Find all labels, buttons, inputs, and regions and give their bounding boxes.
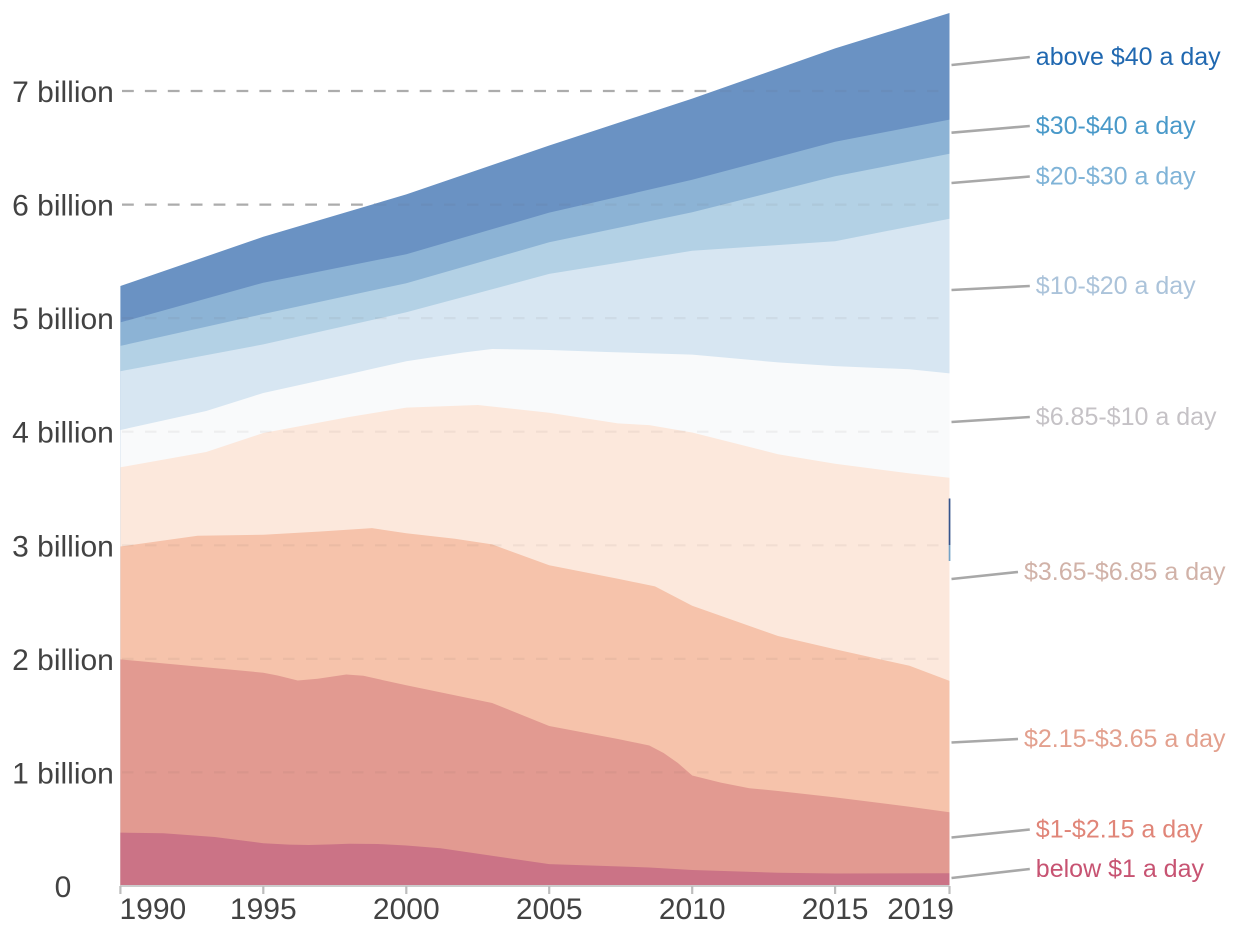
svg-text:1990: 1990 — [120, 893, 187, 926]
svg-text:6 billion: 6 billion — [12, 190, 114, 223]
svg-text:1 billion: 1 billion — [12, 757, 114, 790]
svg-text:5 billion: 5 billion — [12, 303, 114, 336]
svg-text:3 billion: 3 billion — [12, 530, 114, 563]
svg-text:2019: 2019 — [887, 893, 954, 926]
svg-text:2 billion: 2 billion — [12, 644, 114, 677]
svg-text:$3.65-$6.85 a day: $3.65-$6.85 a day — [1024, 558, 1226, 586]
svg-text:$2.15-$3.65 a day: $2.15-$3.65 a day — [1024, 725, 1226, 753]
svg-text:0: 0 — [55, 871, 72, 904]
svg-text:$1-$2.15 a day: $1-$2.15 a day — [1036, 816, 1203, 844]
svg-text:7 billion: 7 billion — [12, 76, 114, 109]
svg-text:below $1 a day: below $1 a day — [1036, 855, 1205, 883]
svg-text:2005: 2005 — [516, 893, 583, 926]
svg-text:above $40 a day: above $40 a day — [1036, 43, 1221, 71]
svg-text:$30-$40 a day: $30-$40 a day — [1036, 112, 1196, 140]
svg-text:$10-$20 a day: $10-$20 a day — [1036, 272, 1196, 300]
svg-text:$20-$30 a day: $20-$30 a day — [1036, 163, 1196, 191]
svg-text:2010: 2010 — [659, 893, 726, 926]
svg-text:2000: 2000 — [373, 893, 440, 926]
svg-text:2015: 2015 — [802, 893, 869, 926]
svg-text:4 billion: 4 billion — [12, 417, 114, 450]
svg-text:1995: 1995 — [230, 893, 297, 926]
svg-text:$6.85-$10 a day: $6.85-$10 a day — [1036, 403, 1217, 431]
